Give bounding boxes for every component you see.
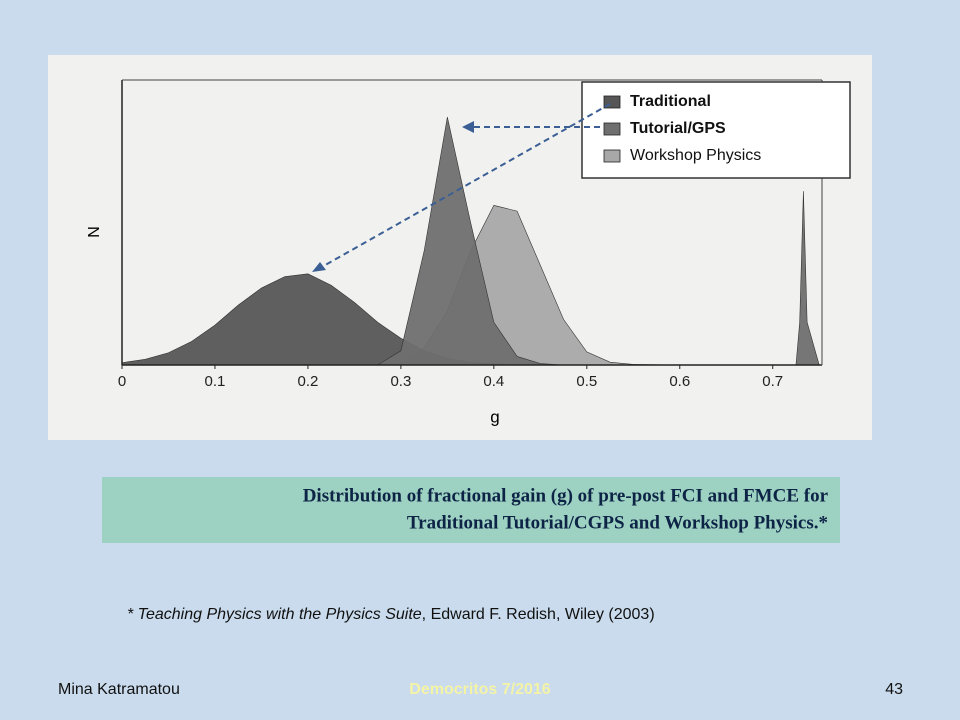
arrowhead	[462, 121, 474, 133]
legend-swatch	[603, 149, 621, 163]
x-tick-label: 0	[118, 373, 126, 390]
footer-event: Democritos 7/2016	[409, 681, 551, 698]
arrowhead	[312, 262, 326, 272]
legend-label: Tutorial/GPS	[630, 120, 726, 137]
legend-label: Traditional	[630, 93, 711, 110]
footer-author: Mina Katramatou	[58, 681, 180, 698]
footnote-rest: , Edward F. Redish, Wiley (2003)	[422, 606, 655, 623]
legend-box	[581, 81, 851, 179]
footnote-title: * Teaching Physics with the Physics Suit…	[127, 606, 422, 623]
x-tick-label: 0.2	[297, 373, 318, 390]
x-tick-label: 0.4	[483, 373, 504, 390]
legend-label: Workshop Physics	[630, 147, 761, 164]
legend-swatch	[603, 122, 621, 136]
x-tick-label: 0.6	[669, 373, 690, 390]
caption-line: Distribution of fractional gain (g) of p…	[303, 485, 829, 506]
x-tick-label: 0.1	[205, 373, 226, 390]
x-axis-label: g	[490, 407, 499, 426]
x-tick-label: 0.5	[576, 373, 597, 390]
arrows	[319, 103, 611, 269]
plot: 0 0.1 0.2 0.3 0.4 0.5 0.6 0.7	[118, 79, 823, 390]
y-axis-label: N	[86, 226, 103, 238]
footer-page: 43	[885, 681, 903, 698]
footnote: * Teaching Physics with the Physics Suit…	[127, 606, 655, 623]
caption-box	[102, 477, 840, 543]
arrow-traditional	[319, 103, 611, 269]
x-tick-label: 0.3	[390, 373, 411, 390]
x-tick-label: 0.7	[762, 373, 783, 390]
legend: Traditional Tutorial/GPS Workshop Physics	[581, 81, 851, 179]
caption-line: Traditional Tutorial/CGPS and Workshop P…	[407, 512, 828, 533]
